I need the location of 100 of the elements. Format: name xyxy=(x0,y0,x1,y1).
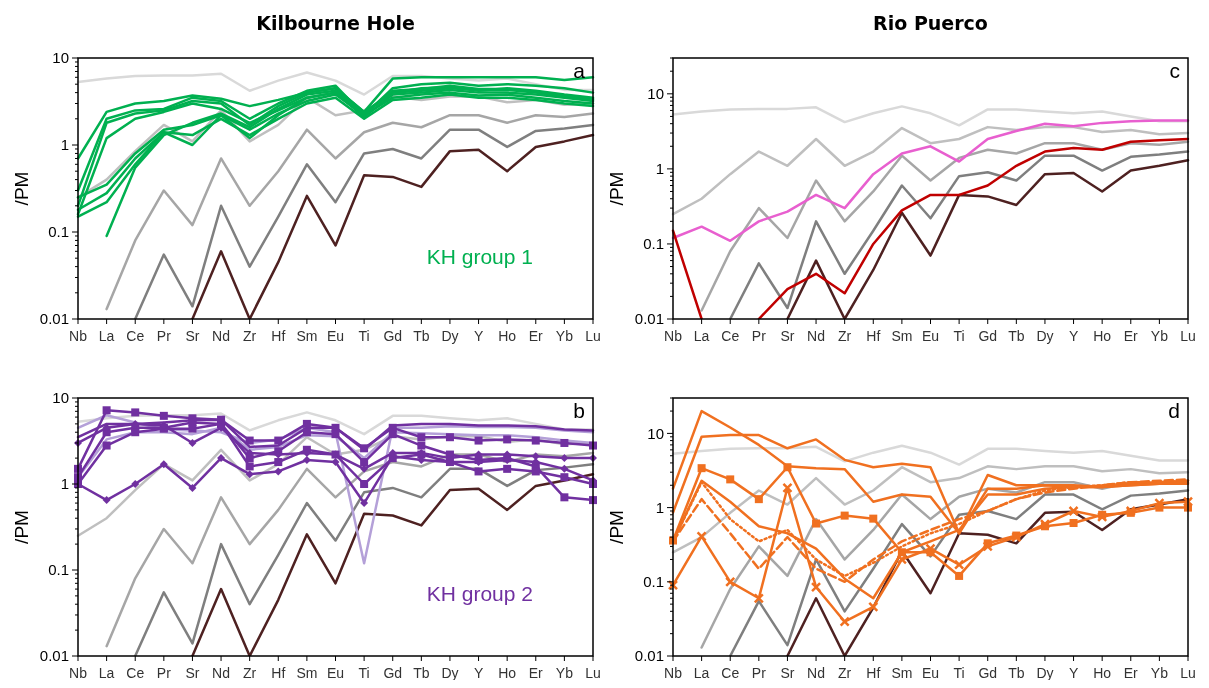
x-tick-label: La xyxy=(98,328,115,344)
x-tick-label: Pr xyxy=(751,665,767,681)
x-tick-label: Sm xyxy=(891,328,913,344)
x-tick-label: Tb xyxy=(1008,665,1025,681)
x-tick-label: Nb xyxy=(69,665,88,681)
x-tick-label: Dy xyxy=(1036,665,1054,681)
x-tick-label: Yb xyxy=(555,665,574,681)
y-tick-label: 1 xyxy=(655,160,664,178)
y-axis-title: /PM xyxy=(606,171,627,206)
y-tick-label: 0.1 xyxy=(48,223,69,241)
y-tick-label: 0.01 xyxy=(634,310,664,328)
x-tick-label: Dy xyxy=(1036,328,1054,344)
x-tick-label: Zr xyxy=(838,665,852,681)
x-tick-label: Ce xyxy=(721,328,740,344)
y-axis-title: /PM xyxy=(11,510,32,544)
y-tick-label: 1 xyxy=(60,475,69,493)
y-tick-label: 0.1 xyxy=(643,235,664,253)
x-tick-label: Tb xyxy=(413,665,430,681)
x-tick-label: Sm xyxy=(296,665,318,681)
annotation: a xyxy=(573,59,586,82)
x-tick-label: Gd xyxy=(383,328,403,344)
x-tick-label: Lu xyxy=(585,328,601,344)
x-tick-label: Ce xyxy=(126,665,145,681)
x-tick-label: Nb xyxy=(664,665,683,681)
x-tick-label: Ti xyxy=(953,665,965,681)
x-tick-label: Eu xyxy=(326,328,345,344)
x-tick-label: Sr xyxy=(185,665,200,681)
x-tick-label: Ti xyxy=(358,328,370,344)
x-tick-label: Nb xyxy=(664,328,683,344)
x-tick-label: La xyxy=(693,328,710,344)
x-tick-label: Gd xyxy=(978,665,998,681)
x-tick-label: Er xyxy=(528,665,544,681)
x-tick-label: Nd xyxy=(212,665,231,681)
x-tick-label: Ho xyxy=(498,328,517,344)
y-tick-label: 1 xyxy=(655,498,664,516)
x-tick-label: Ho xyxy=(1093,328,1112,344)
y-tick-label: 0.1 xyxy=(643,573,664,591)
x-tick-label: Eu xyxy=(921,328,940,344)
y-tick-label: 0.01 xyxy=(634,647,664,665)
x-tick-label: Y xyxy=(1068,328,1079,344)
y-tick-label: 10 xyxy=(52,49,69,67)
x-tick-label: Lu xyxy=(585,665,601,681)
x-tick-label: Nd xyxy=(212,328,231,344)
x-tick-label: Tb xyxy=(1008,328,1025,344)
x-tick-label: Zr xyxy=(243,665,257,681)
y-tick-label: 10 xyxy=(647,424,664,442)
y-tick-label: 10 xyxy=(647,85,664,103)
y-tick-label: 1 xyxy=(60,136,69,154)
y-axis-title: /PM xyxy=(606,510,627,544)
x-tick-label: Pr xyxy=(156,328,172,344)
x-tick-label: Eu xyxy=(326,665,345,681)
annotation: KH group 2 xyxy=(426,582,533,605)
x-tick-label: Lu xyxy=(1180,328,1196,344)
x-tick-label: Yb xyxy=(1150,328,1169,344)
x-tick-label: Sr xyxy=(780,328,795,344)
x-tick-label: La xyxy=(693,665,710,681)
chart-title: Rio Puerco xyxy=(873,12,988,34)
x-tick-label: Hf xyxy=(271,328,286,344)
x-tick-label: Zr xyxy=(838,328,852,344)
annotation: b xyxy=(573,399,585,422)
x-tick-label: Y xyxy=(1068,665,1079,681)
x-tick-label: Hf xyxy=(271,665,286,681)
annotation: c xyxy=(1169,59,1180,82)
x-tick-label: Er xyxy=(528,328,544,344)
x-tick-label: Y xyxy=(473,328,484,344)
x-tick-label: Er xyxy=(1123,328,1139,344)
x-tick-label: Hf xyxy=(866,665,881,681)
annotation: d xyxy=(1168,399,1180,422)
x-tick-label: La xyxy=(98,665,115,681)
x-tick-label: Er xyxy=(1123,665,1139,681)
y-tick-label: 0.01 xyxy=(39,647,69,665)
chart-title: Kilbourne Hole xyxy=(256,12,415,34)
x-tick-label: Sr xyxy=(780,665,795,681)
y-tick-label: 0.01 xyxy=(39,310,69,328)
x-tick-label: Eu xyxy=(921,665,940,681)
y-tick-label: 0.1 xyxy=(48,561,69,579)
x-tick-label: Ho xyxy=(498,665,517,681)
x-tick-label: Yb xyxy=(1150,665,1169,681)
annotation: KH group 1 xyxy=(426,245,533,268)
x-tick-label: Sr xyxy=(185,328,200,344)
x-tick-label: Nd xyxy=(807,328,826,344)
y-axis-title: /PM xyxy=(11,171,32,206)
x-tick-label: Sm xyxy=(296,328,318,344)
x-tick-label: Pr xyxy=(156,665,172,681)
x-tick-label: Gd xyxy=(383,665,403,681)
x-tick-label: Tb xyxy=(413,328,430,344)
y-tick-label: 10 xyxy=(52,389,69,407)
x-tick-label: Ti xyxy=(953,328,965,344)
x-tick-label: Ce xyxy=(721,665,740,681)
x-tick-label: Zr xyxy=(243,328,257,344)
x-tick-label: Sm xyxy=(891,665,913,681)
x-tick-label: Gd xyxy=(978,328,998,344)
x-tick-label: Ce xyxy=(126,328,145,344)
x-tick-label: Yb xyxy=(555,328,574,344)
x-tick-label: Nb xyxy=(69,328,88,344)
x-tick-label: Lu xyxy=(1180,665,1196,681)
x-tick-label: Y xyxy=(473,665,484,681)
x-tick-label: Ti xyxy=(358,665,370,681)
x-tick-label: Dy xyxy=(441,328,459,344)
x-tick-label: Nd xyxy=(807,665,826,681)
